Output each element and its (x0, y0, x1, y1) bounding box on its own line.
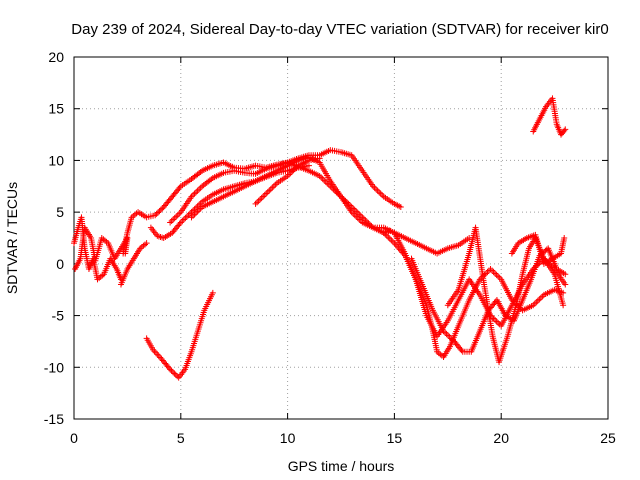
data-point (397, 203, 404, 210)
data-point (171, 370, 178, 377)
data-point (155, 209, 162, 216)
data-point (561, 235, 568, 241)
data-point (159, 205, 166, 212)
y-tick-label: -5 (52, 308, 65, 324)
x-tick-label: 25 (600, 430, 616, 446)
data-point (305, 162, 312, 169)
data-point (458, 347, 465, 354)
data-point (172, 371, 179, 378)
data-point (156, 208, 163, 215)
series-track-8 (252, 155, 323, 207)
y-tick-label: 15 (48, 101, 64, 117)
y-tick-label: 5 (56, 204, 64, 220)
data-point (143, 240, 150, 247)
data-point (157, 206, 164, 213)
data-point (152, 212, 159, 219)
data-point (168, 367, 175, 374)
x-tick-label: 20 (493, 430, 509, 446)
data-point (562, 271, 569, 278)
y-tick-label: 20 (48, 49, 64, 65)
x-tick-label: 5 (177, 430, 185, 446)
data-point (169, 369, 176, 376)
series-track-14 (508, 231, 568, 267)
data-point (167, 366, 174, 373)
series-track-15 (530, 95, 569, 138)
series-track-11 (391, 229, 569, 340)
data-point (176, 184, 183, 191)
chart-title: Day 239 of 2024, Sidereal Day-to-day VTE… (71, 21, 608, 38)
data-point (562, 126, 569, 133)
x-axis-label: GPS time / hours (288, 458, 395, 474)
data-point (209, 289, 216, 296)
axis-ticks: 0 5 10 15 20 25 -15 -10 -5 0 5 10 15 20 (44, 49, 616, 446)
series-track-9 (143, 289, 216, 381)
x-tick-label: 10 (280, 430, 296, 446)
data-point (562, 281, 569, 288)
grid-lines (74, 57, 608, 419)
y-tick-label: 0 (56, 256, 64, 272)
y-tick-label: 10 (48, 152, 64, 168)
x-tick-label: 0 (70, 430, 78, 446)
data-point (560, 302, 567, 309)
y-tick-label: -10 (44, 359, 64, 375)
y-tick-label: -15 (44, 411, 64, 427)
data-point (316, 155, 323, 162)
x-tick-label: 15 (387, 430, 403, 446)
plot-frame (73, 56, 609, 420)
data-point (176, 220, 183, 227)
series-track-3 (117, 240, 150, 288)
data-points (71, 95, 569, 381)
data-point (153, 210, 160, 217)
y-axis-label: SDTVAR / TECUs (4, 182, 20, 294)
data-point (165, 364, 172, 371)
data-point (561, 127, 568, 134)
